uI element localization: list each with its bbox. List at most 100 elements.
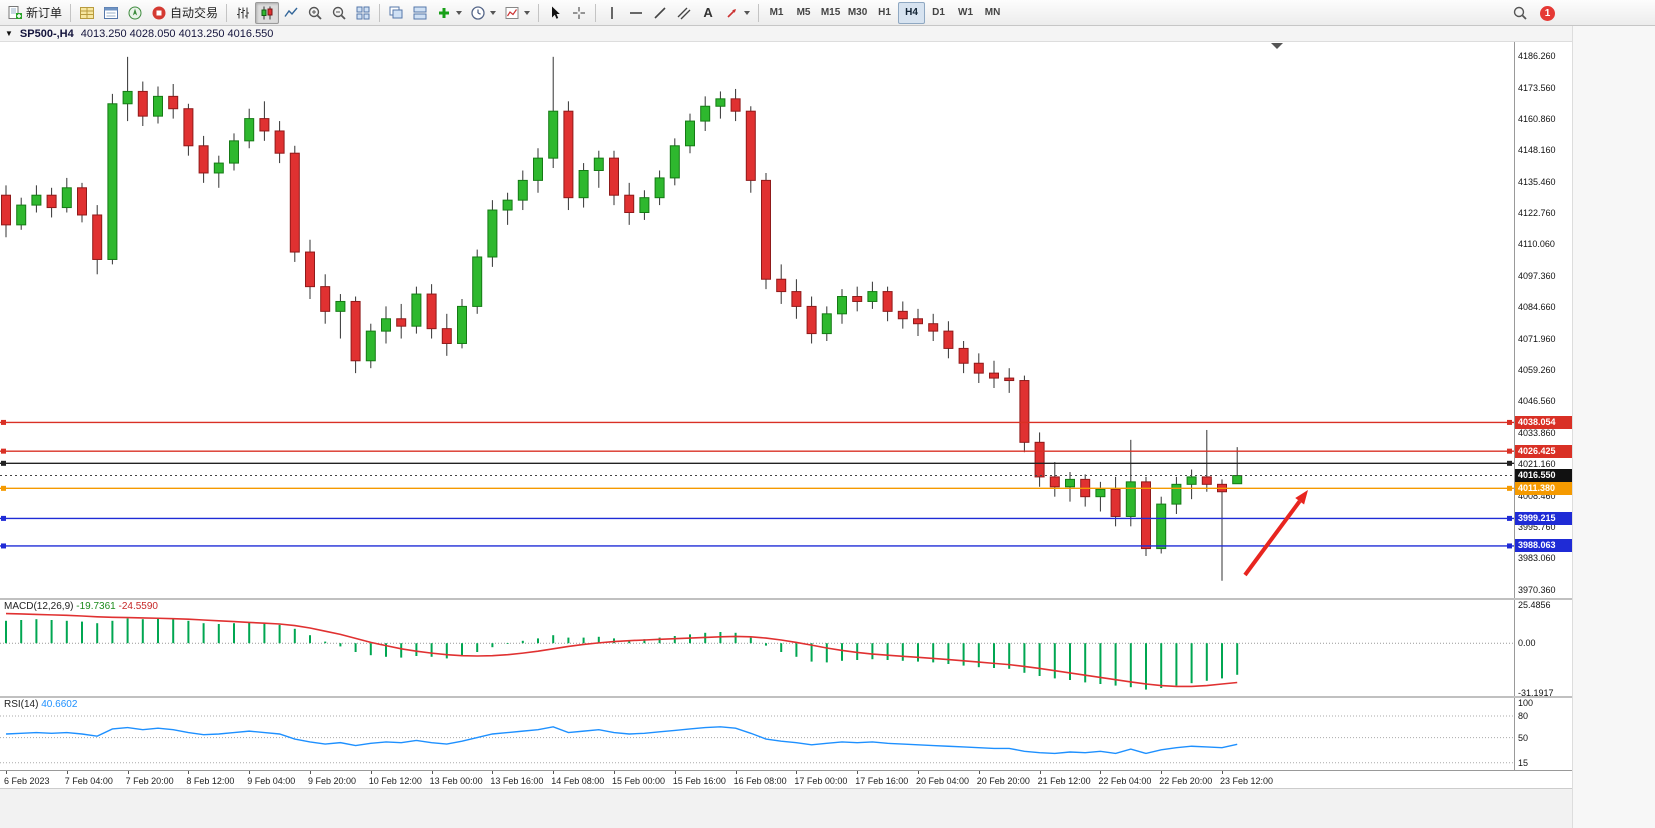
axis-tick-label: 4097.360 [1518,270,1556,281]
candle [289,145,300,262]
line-chart-button[interactable] [279,2,303,24]
axis-tick-label: 3983.060 [1518,553,1556,564]
line-handle[interactable] [1507,460,1512,466]
candle [1141,476,1151,556]
axis-tick-label: 3995.760 [1518,521,1556,532]
cursor-button[interactable] [543,2,567,24]
line-handle[interactable] [1507,448,1512,454]
candle [1065,471,1075,502]
arrows-tool-button[interactable] [720,2,754,24]
templates-button[interactable] [500,2,534,24]
new-order-label: 新订单 [26,6,63,20]
line-handle[interactable] [1,419,6,425]
text-tool-button[interactable]: A [696,2,720,24]
chart-shift-marker[interactable] [1271,43,1283,49]
time-label: 15 Feb 00:00 [612,776,666,786]
horizontal-line-icon [630,11,643,14]
time-tick [310,771,311,774]
zoom-out-button[interactable] [327,2,351,24]
macd-signal-line [5,612,1238,688]
candlestick-chart-icon [261,6,273,19]
price-axis[interactable]: 4186.260 4173.560 4160.860 4148.160 4135.460… [1514,42,1572,598]
chart-symbol-period: SP500-,H4 [19,27,74,40]
panel-divider[interactable] [0,696,1572,698]
timeframe-m5-button[interactable]: M5 [790,2,817,24]
navigator-icon [128,6,142,19]
channel-button[interactable] [672,2,696,24]
timeframe-h4-button[interactable]: H4 [898,1,926,24]
notification-badge[interactable]: 1 [1540,5,1555,21]
price-chart-canvas[interactable] [0,42,1514,598]
macd-axis[interactable]: 25.4856 0.00 -31.1917 [1514,600,1572,698]
candle [472,249,483,314]
line-handle[interactable] [1,485,6,491]
vertical-line-button[interactable] [600,2,624,24]
timeframe-m1-button[interactable]: M1 [763,2,790,24]
time-axis[interactable]: 6 Feb 2023 7 Feb 04:00 7 Feb 20:00 8 Feb 12… [0,770,1572,788]
line-handle[interactable] [1507,543,1512,549]
new-order-icon [8,5,22,19]
time-tick [1100,771,1102,774]
time-label: 13 Feb 16:00 [490,776,544,786]
candle [31,185,42,213]
timeframe-mn-button[interactable]: MN [979,2,1006,24]
line-handle[interactable] [1507,515,1512,521]
candle [426,284,437,339]
timeframe-w1-button[interactable]: W1 [952,2,979,24]
cascade-windows-button[interactable] [384,2,408,24]
candle [365,323,376,369]
rsi-panel-canvas[interactable]: RSI(14) 40.6602 [0,698,1514,770]
candle [715,91,726,119]
candle [198,135,209,183]
candle [533,148,543,193]
zoom-out-icon [332,6,346,20]
candle [1019,375,1030,453]
timeframe-m30-button[interactable]: M30 [844,2,871,24]
timeframe-d1-button[interactable]: D1 [925,2,952,24]
market-watch-button[interactable] [75,2,99,24]
trendline-button[interactable] [648,2,672,24]
bar-chart-button[interactable] [231,2,255,24]
search-icon [1513,6,1527,20]
crosshair-button[interactable] [567,2,591,24]
candle [1156,496,1167,554]
macd-panel-canvas[interactable]: MACD(12,26,9) -19.7361 -24.5590 [0,600,1514,696]
line-handle[interactable] [1,448,6,454]
candle [928,313,939,342]
time-label: 6 Feb 2023 [4,776,50,786]
tile-windows-button[interactable] [351,2,375,24]
line-handle[interactable] [1507,485,1512,491]
timeframe-h1-button[interactable]: H1 [871,2,898,24]
time-label: 14 Feb 08:00 [551,776,605,786]
axis-tick-label: 4008.460 [1518,490,1556,501]
horizontal-line-button[interactable] [624,2,648,24]
indicators-button[interactable] [432,2,466,24]
line-handle[interactable] [1,543,6,549]
timeframe-m15-button[interactable]: M15 [817,2,844,24]
line-handle[interactable] [1,515,6,521]
arrange-windows-button[interactable] [408,2,432,24]
candle [730,88,741,122]
navigator-button[interactable] [123,2,147,24]
data-window-button[interactable] [99,2,123,24]
candle [1125,439,1136,527]
candle [396,303,407,339]
candle [563,101,574,211]
rsi-axis[interactable]: 100 80 50 15 [1514,698,1572,770]
arrow-annotation[interactable] [1243,490,1308,577]
candle [122,56,133,122]
new-order-button[interactable]: 新订单 [3,2,66,24]
periods-button[interactable] [466,2,500,24]
panel-divider[interactable] [0,598,1572,600]
candle [1217,479,1227,581]
axis-tick-label: 4059.260 [1518,365,1556,375]
autotrading-label: 自动交易 [170,6,219,20]
one-click-trading-toggle[interactable]: ▼ [5,28,13,38]
line-handle[interactable] [1507,419,1512,425]
autotrading-button[interactable]: 自动交易 [147,2,222,24]
line-handle[interactable] [1,460,6,466]
zoom-in-button[interactable] [303,2,327,24]
search-button[interactable] [1508,2,1532,24]
macd-label: MACD(12,26,9) -19.7361 -24.5590 [4,601,158,612]
candlestick-chart-button[interactable] [255,1,280,24]
